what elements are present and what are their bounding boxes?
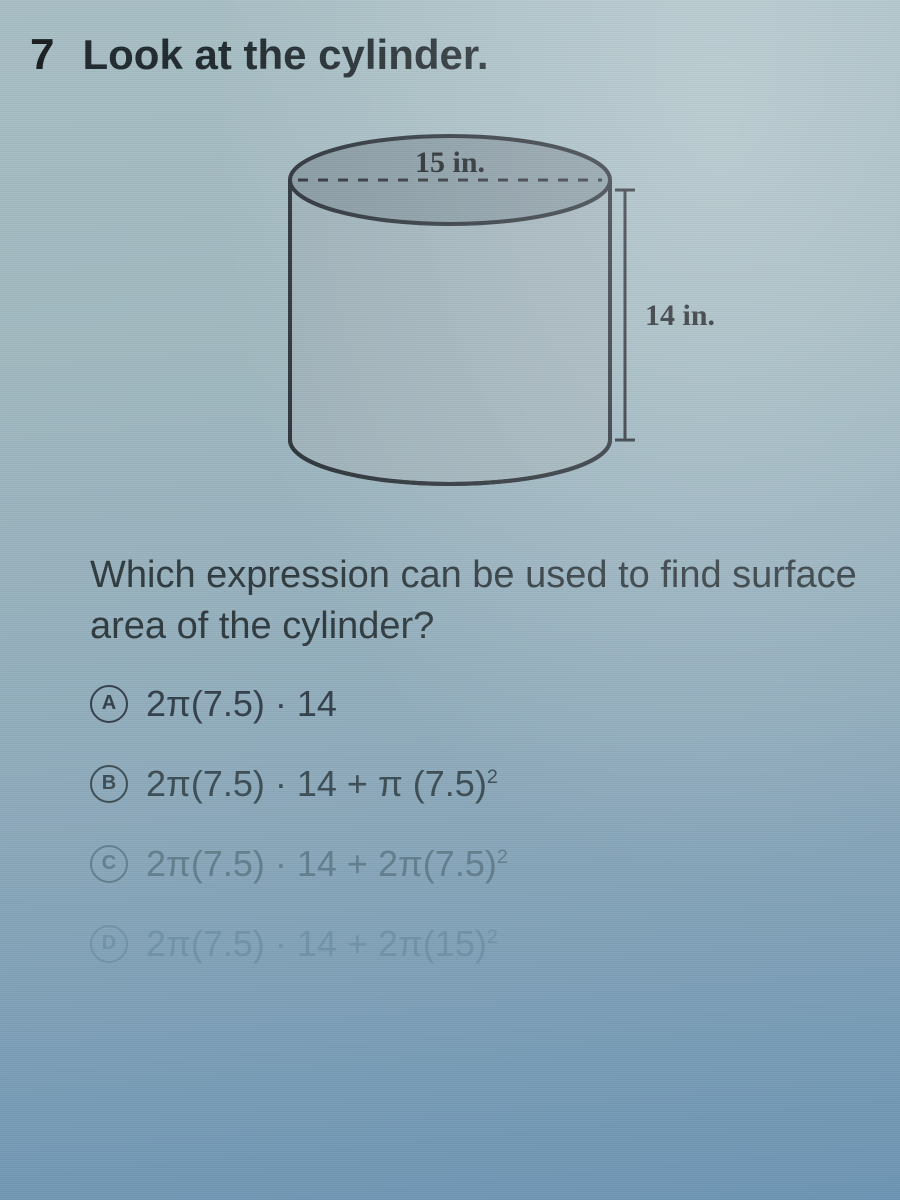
diameter-label: 15 in.	[415, 146, 485, 179]
cylinder-figure: 15 in. 14 in.	[30, 100, 870, 520]
question-title: Look at the cylinder.	[82, 31, 488, 79]
option-expression: 2π(7.5) · 14 + 2π(7.5)2	[146, 843, 508, 885]
option-d[interactable]: D 2π(7.5) · 14 + 2π(15)2	[90, 923, 870, 965]
question-header: 7 Look at the cylinder.	[30, 30, 870, 80]
options-list: A 2π(7.5) · 14 B 2π(7.5) · 14 + π (7.5)2…	[90, 683, 870, 965]
question-number: 7	[30, 30, 54, 80]
option-expression: 2π(7.5) · 14	[146, 683, 337, 725]
option-expression: 2π(7.5) · 14 + 2π(15)2	[146, 923, 498, 965]
option-expression: 2π(7.5) · 14 + π (7.5)2	[146, 763, 498, 805]
question-prompt: Which expression can be used to find sur…	[90, 550, 860, 653]
option-letter: B	[90, 765, 128, 803]
cylinder-diagram: 15 in. 14 in.	[170, 100, 730, 520]
option-letter: A	[90, 685, 128, 723]
option-letter: C	[90, 845, 128, 883]
option-b[interactable]: B 2π(7.5) · 14 + π (7.5)2	[90, 763, 870, 805]
height-label: 14 in.	[645, 299, 715, 332]
option-c[interactable]: C 2π(7.5) · 14 + 2π(7.5)2	[90, 843, 870, 885]
option-a[interactable]: A 2π(7.5) · 14	[90, 683, 870, 725]
option-letter: D	[90, 925, 128, 963]
